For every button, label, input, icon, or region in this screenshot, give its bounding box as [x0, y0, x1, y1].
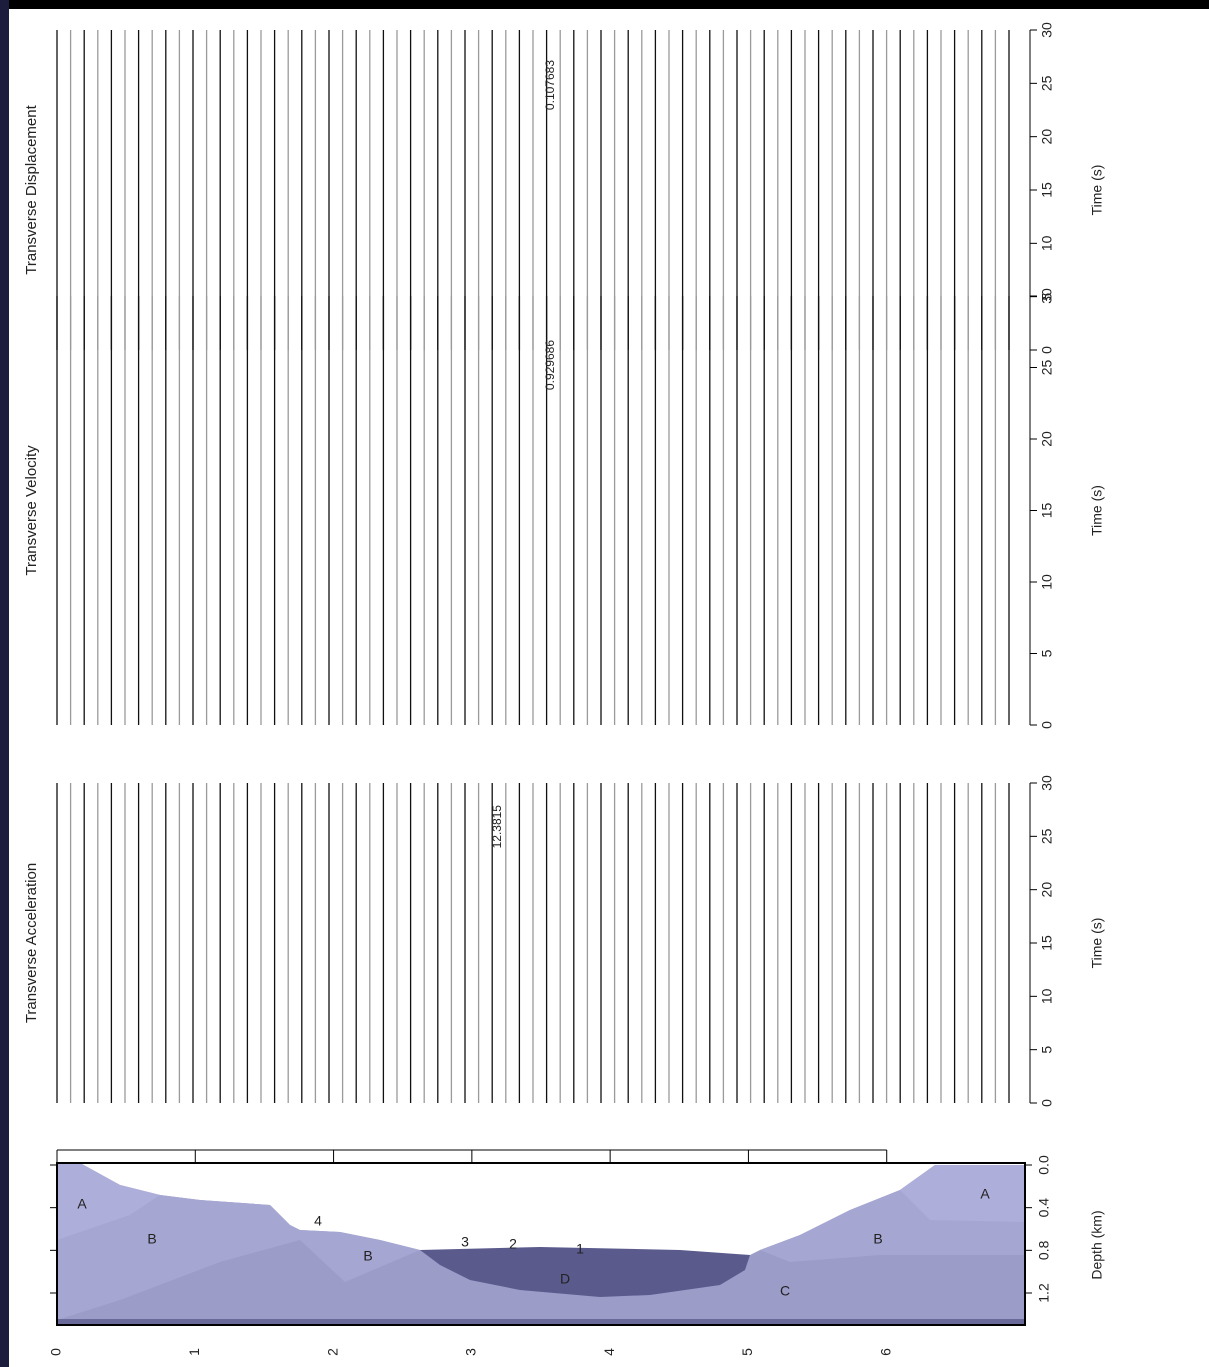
axis-title: Depth (km) — [1089, 1210, 1105, 1279]
region-label: D — [560, 1271, 570, 1287]
y-tick-label: 0.0 — [1036, 1155, 1052, 1175]
y-tick-label: 25 — [1039, 360, 1055, 376]
basin-d — [420, 1247, 750, 1297]
axis-title: Time (s) — [1089, 485, 1105, 536]
section-frame — [56, 1162, 1026, 1326]
y-tick-label: 25 — [1039, 828, 1055, 844]
y-tick-label: 0 — [1039, 346, 1055, 354]
x-tick-label: 2 — [324, 1348, 340, 1356]
layer-a-right — [900, 1165, 1025, 1222]
panel-title: Transverse Displacement — [23, 104, 40, 274]
panel-title: Transverse Velocity — [23, 445, 40, 576]
y-tick-label: 20 — [1039, 129, 1055, 145]
y-tick-label: 10 — [1039, 574, 1055, 590]
y-tick-label: 5 — [1039, 293, 1055, 301]
axis-title: Time (s) — [1089, 918, 1105, 969]
region-label: A — [980, 1186, 990, 1202]
peak-annotation: 0.929686 — [543, 340, 557, 390]
top-strip — [0, 0, 1209, 9]
y-tick-label: 30 — [1039, 775, 1055, 791]
y-tick-label: 15 — [1039, 182, 1055, 198]
y-tick-label: 15 — [1039, 503, 1055, 519]
y-tick-label: 10 — [1039, 235, 1055, 251]
x-tick-label: 0 — [48, 1348, 64, 1356]
region-label: 2 — [509, 1236, 517, 1252]
region-label: B — [147, 1231, 156, 1247]
y-tick-label: 30 — [1039, 22, 1055, 38]
region-label: 1 — [576, 1241, 584, 1257]
y-tick-label: 20 — [1039, 431, 1055, 447]
layer-c — [57, 1163, 1025, 1325]
y-tick-label: 20 — [1039, 882, 1055, 898]
y-tick-label: 10 — [1039, 988, 1055, 1004]
left-strip — [0, 0, 9, 1367]
peak-annotation: 0.107683 — [543, 60, 557, 110]
cross-section-shapes — [56, 1162, 1026, 1326]
y-tick-label: 30 — [1039, 288, 1055, 304]
region-label: B — [873, 1231, 882, 1247]
y-tick-label: 5 — [1039, 1046, 1055, 1054]
region-label: B — [363, 1248, 372, 1264]
axis-title: Time (s) — [1089, 165, 1105, 216]
region-label: C — [780, 1283, 790, 1299]
section-base — [57, 1319, 1025, 1325]
region-label: A — [77, 1196, 87, 1212]
y-tick-label: 0.8 — [1036, 1240, 1052, 1260]
region-label: 3 — [461, 1234, 469, 1250]
y-tick-label: 0 — [1039, 721, 1055, 729]
region-label: 4 — [314, 1213, 322, 1229]
y-tick-label: 1.2 — [1036, 1283, 1052, 1303]
x-tick-label: 3 — [463, 1348, 479, 1356]
x-tick-label: 5 — [739, 1348, 755, 1356]
y-tick-label: 5 — [1039, 649, 1055, 657]
y-tick-label: 15 — [1039, 935, 1055, 951]
x-tick-label: 4 — [601, 1348, 617, 1356]
layer-a — [57, 1163, 160, 1240]
peak-annotation: 12.3815 — [490, 805, 504, 849]
x-tick-label: 1 — [186, 1348, 202, 1356]
y-tick-label: 0 — [1039, 1099, 1055, 1107]
x-tick-label: 6 — [877, 1348, 893, 1356]
y-tick-label: 25 — [1039, 75, 1055, 91]
panel-title: Transverse Acceleration — [23, 863, 40, 1023]
y-tick-label: 0.4 — [1036, 1198, 1052, 1218]
